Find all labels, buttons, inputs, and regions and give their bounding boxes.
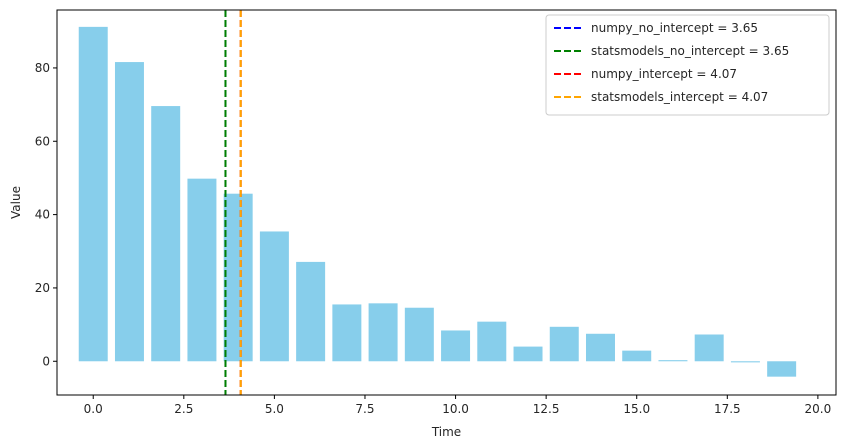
bar <box>78 26 108 362</box>
bar <box>513 346 543 362</box>
bar <box>622 350 652 362</box>
x-tick-label: 15.0 <box>623 402 650 416</box>
bar <box>296 261 326 362</box>
x-tick-label: 5.0 <box>265 402 284 416</box>
legend: numpy_no_intercept = 3.65 statsmodels_no_… <box>545 14 830 116</box>
x-axis-ticks: 0.0 2.5 5.0 7.5 10.0 12.5 15.0 17.5 20.0 <box>84 395 832 416</box>
y-tick-label: 20 <box>35 281 50 295</box>
y-tick-label: 40 <box>35 208 50 222</box>
x-tick-label: 0.0 <box>84 402 103 416</box>
y-axis-label: Value <box>9 186 23 219</box>
plot-frame <box>56 9 837 396</box>
legend-label: statsmodels_intercept = 4.07 <box>591 90 768 104</box>
bars <box>78 26 797 377</box>
x-tick-label: 17.5 <box>714 402 741 416</box>
bar <box>549 326 579 362</box>
bar <box>658 360 688 362</box>
x-tick-label: 20.0 <box>805 402 832 416</box>
bar <box>767 361 797 377</box>
y-tick-label: 60 <box>35 134 50 148</box>
bar <box>441 330 471 362</box>
bar <box>477 321 507 362</box>
legend-label: numpy_no_intercept = 3.65 <box>591 21 758 35</box>
bar <box>585 333 615 362</box>
y-axis-ticks: 0 20 40 60 80 <box>35 61 57 368</box>
bar <box>694 334 724 362</box>
legend-label: statsmodels_no_intercept = 3.65 <box>591 44 789 58</box>
bar <box>730 361 760 363</box>
x-tick-label: 2.5 <box>174 402 193 416</box>
bar <box>259 231 289 362</box>
vertical-lines <box>224 10 242 395</box>
y-tick-label: 80 <box>35 61 50 75</box>
bar <box>114 62 144 362</box>
bar <box>223 193 253 362</box>
legend-label: numpy_intercept = 4.07 <box>591 67 737 81</box>
bar <box>332 304 362 362</box>
bar <box>187 178 217 362</box>
x-tick-label: 7.5 <box>355 402 374 416</box>
bar <box>368 303 398 362</box>
bar <box>404 307 434 362</box>
legend-box <box>545 14 830 116</box>
x-tick-label: 10.0 <box>442 402 469 416</box>
bar <box>151 106 181 362</box>
x-tick-label: 12.5 <box>533 402 560 416</box>
x-axis-label: Time <box>431 425 461 439</box>
y-tick-label: 0 <box>42 354 50 368</box>
